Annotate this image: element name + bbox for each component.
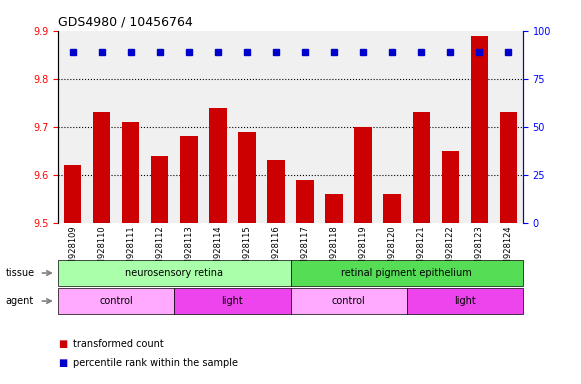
Text: tissue: tissue (6, 268, 35, 278)
Text: agent: agent (6, 296, 34, 306)
Bar (209, 108, 227, 223)
Bar (180, 136, 198, 223)
Bar (238, 132, 256, 223)
Bar (93, 113, 110, 223)
Text: transformed count: transformed count (73, 339, 163, 349)
Bar (64, 165, 81, 223)
Bar (383, 194, 401, 223)
Text: control: control (99, 296, 133, 306)
Bar (122, 122, 139, 223)
Bar (413, 113, 430, 223)
Text: GDS4980 / 10456764: GDS4980 / 10456764 (58, 15, 193, 28)
Text: light: light (221, 296, 243, 306)
Text: ■: ■ (58, 358, 67, 368)
Bar (325, 194, 343, 223)
Text: neurosensory retina: neurosensory retina (125, 268, 223, 278)
Bar (267, 160, 285, 223)
Text: ■: ■ (58, 339, 67, 349)
Bar (442, 151, 459, 223)
Text: retinal pigment epithelium: retinal pigment epithelium (341, 268, 472, 278)
Bar (354, 127, 372, 223)
Bar (500, 113, 517, 223)
Text: light: light (454, 296, 476, 306)
Text: control: control (332, 296, 365, 306)
Bar (296, 180, 314, 223)
Bar (471, 36, 488, 223)
Text: percentile rank within the sample: percentile rank within the sample (73, 358, 238, 368)
Bar (151, 156, 168, 223)
